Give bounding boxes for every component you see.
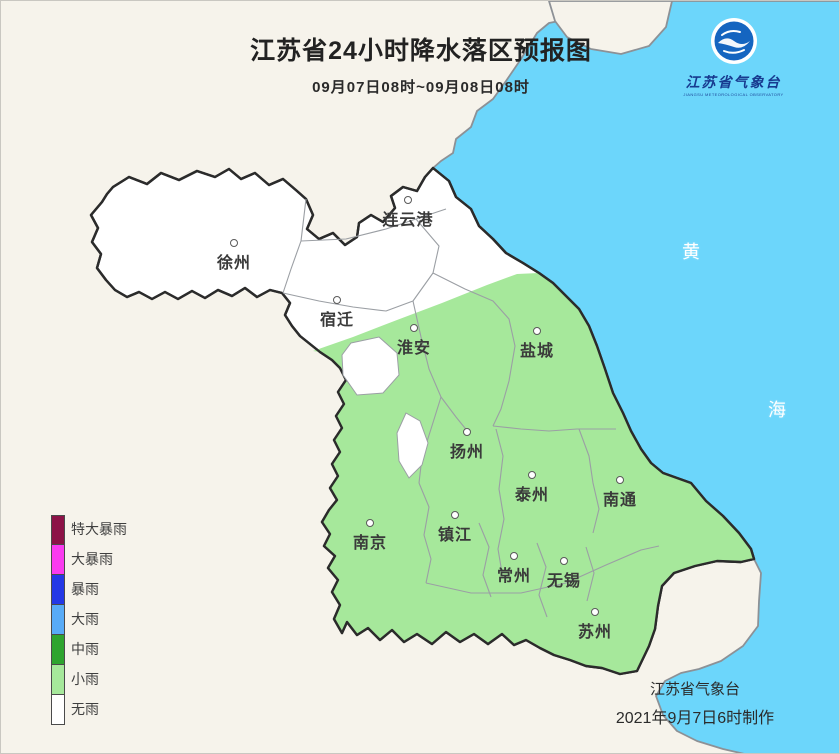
legend-label: 无雨 xyxy=(71,701,99,717)
legend-row: 小雨 xyxy=(51,664,127,695)
legend-swatch xyxy=(51,544,65,575)
legend-row: 暴雨 xyxy=(51,574,127,605)
legend-label: 特大暴雨 xyxy=(71,521,127,537)
credits-producer: 江苏省气象台 xyxy=(649,681,740,698)
credits-timestamp: 2021年9月7日6时制作 xyxy=(615,710,775,727)
legend-row: 大雨 xyxy=(51,604,127,635)
precipitation-legend: 特大暴雨 大暴雨 暴雨 大雨 中雨 小雨 无雨 xyxy=(51,514,127,725)
legend-label: 小雨 xyxy=(71,671,99,687)
legend-swatch xyxy=(51,634,65,665)
legend-swatch xyxy=(51,514,65,545)
city-boundaries xyxy=(282,198,660,618)
legend-swatch xyxy=(51,574,65,605)
observatory-name-en: JIANGSU METEOROLOGICAL OBSERVATORY xyxy=(683,92,784,97)
province-border-overlay xyxy=(89,166,756,676)
legend-swatch xyxy=(51,694,65,725)
legend-label: 大暴雨 xyxy=(71,551,113,567)
hongze-lake xyxy=(341,336,400,396)
legend-row: 无雨 xyxy=(51,694,127,725)
legend-swatch xyxy=(51,664,65,695)
legend-label: 中雨 xyxy=(71,641,99,657)
legend-label: 大雨 xyxy=(71,611,99,627)
legend-row: 中雨 xyxy=(51,634,127,665)
lakes xyxy=(341,336,429,479)
sea-label-huang: 黄 xyxy=(682,242,700,262)
gaoyou-lake xyxy=(396,412,429,479)
observatory-logo-icon xyxy=(710,18,757,64)
observatory-name-cn: 江苏省气象台 xyxy=(685,74,782,90)
north-peninsula xyxy=(548,1,673,55)
sea-label-hai: 海 xyxy=(768,400,786,420)
legend-label: 暴雨 xyxy=(71,581,99,597)
observatory-logo: 江苏省气象台 JIANGSU METEOROLOGICAL OBSERVATOR… xyxy=(661,17,806,97)
credits: 江苏省气象台 2021年9月7日6时制作 xyxy=(606,678,784,728)
legend-swatch xyxy=(51,604,65,635)
legend-row: 特大暴雨 xyxy=(51,514,127,545)
legend-row: 大暴雨 xyxy=(51,544,127,575)
